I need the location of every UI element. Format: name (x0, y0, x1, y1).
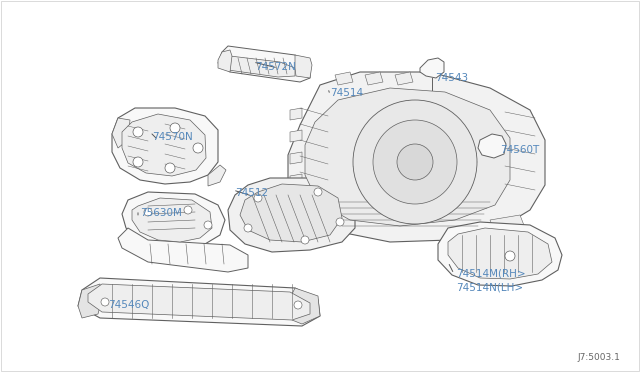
Polygon shape (490, 215, 525, 233)
Polygon shape (481, 138, 502, 155)
Polygon shape (88, 284, 310, 320)
Polygon shape (112, 108, 218, 184)
Polygon shape (423, 63, 442, 76)
Polygon shape (218, 50, 232, 72)
Polygon shape (78, 278, 320, 326)
Polygon shape (295, 55, 312, 78)
Polygon shape (448, 228, 552, 279)
Polygon shape (218, 46, 310, 82)
Circle shape (133, 157, 143, 167)
Polygon shape (290, 108, 302, 120)
Text: 75630M: 75630M (140, 208, 182, 218)
Circle shape (294, 301, 302, 309)
Circle shape (204, 221, 212, 229)
Polygon shape (335, 72, 353, 85)
Circle shape (133, 127, 143, 137)
Polygon shape (112, 118, 130, 148)
Circle shape (101, 298, 109, 306)
Circle shape (184, 206, 192, 214)
Circle shape (505, 251, 515, 261)
Circle shape (301, 236, 309, 244)
Text: 74512: 74512 (235, 188, 268, 198)
Polygon shape (240, 184, 342, 242)
Polygon shape (292, 288, 320, 324)
Circle shape (193, 143, 203, 153)
Text: 74570N: 74570N (152, 132, 193, 142)
Circle shape (314, 188, 322, 196)
Polygon shape (365, 72, 383, 85)
Circle shape (244, 224, 252, 232)
Polygon shape (78, 284, 102, 318)
Polygon shape (395, 72, 413, 85)
Polygon shape (208, 165, 226, 186)
Circle shape (397, 144, 433, 180)
Circle shape (373, 120, 457, 204)
Polygon shape (305, 88, 510, 226)
Polygon shape (290, 152, 302, 164)
Polygon shape (290, 130, 302, 142)
Polygon shape (290, 174, 302, 186)
Circle shape (353, 100, 477, 224)
Polygon shape (478, 134, 506, 158)
Text: 74572N: 74572N (255, 62, 296, 72)
Circle shape (165, 163, 175, 173)
Polygon shape (122, 192, 225, 248)
Circle shape (144, 208, 152, 216)
Polygon shape (132, 198, 212, 242)
Text: 74560T: 74560T (500, 145, 540, 155)
Text: 74514M(RH>: 74514M(RH> (456, 268, 525, 278)
Circle shape (254, 194, 262, 202)
Text: 74543: 74543 (435, 73, 468, 83)
Text: J7:5003.1: J7:5003.1 (577, 353, 620, 362)
Polygon shape (118, 228, 248, 272)
Polygon shape (288, 72, 545, 242)
Polygon shape (228, 178, 355, 252)
Polygon shape (420, 58, 444, 78)
Text: 74546Q: 74546Q (108, 300, 149, 310)
Circle shape (336, 218, 344, 226)
Text: 74514: 74514 (330, 88, 363, 98)
Circle shape (170, 123, 180, 133)
Text: 74514N(LH>: 74514N(LH> (456, 282, 523, 292)
Polygon shape (225, 56, 295, 77)
Polygon shape (122, 114, 206, 176)
Polygon shape (438, 222, 562, 286)
Polygon shape (460, 228, 492, 242)
